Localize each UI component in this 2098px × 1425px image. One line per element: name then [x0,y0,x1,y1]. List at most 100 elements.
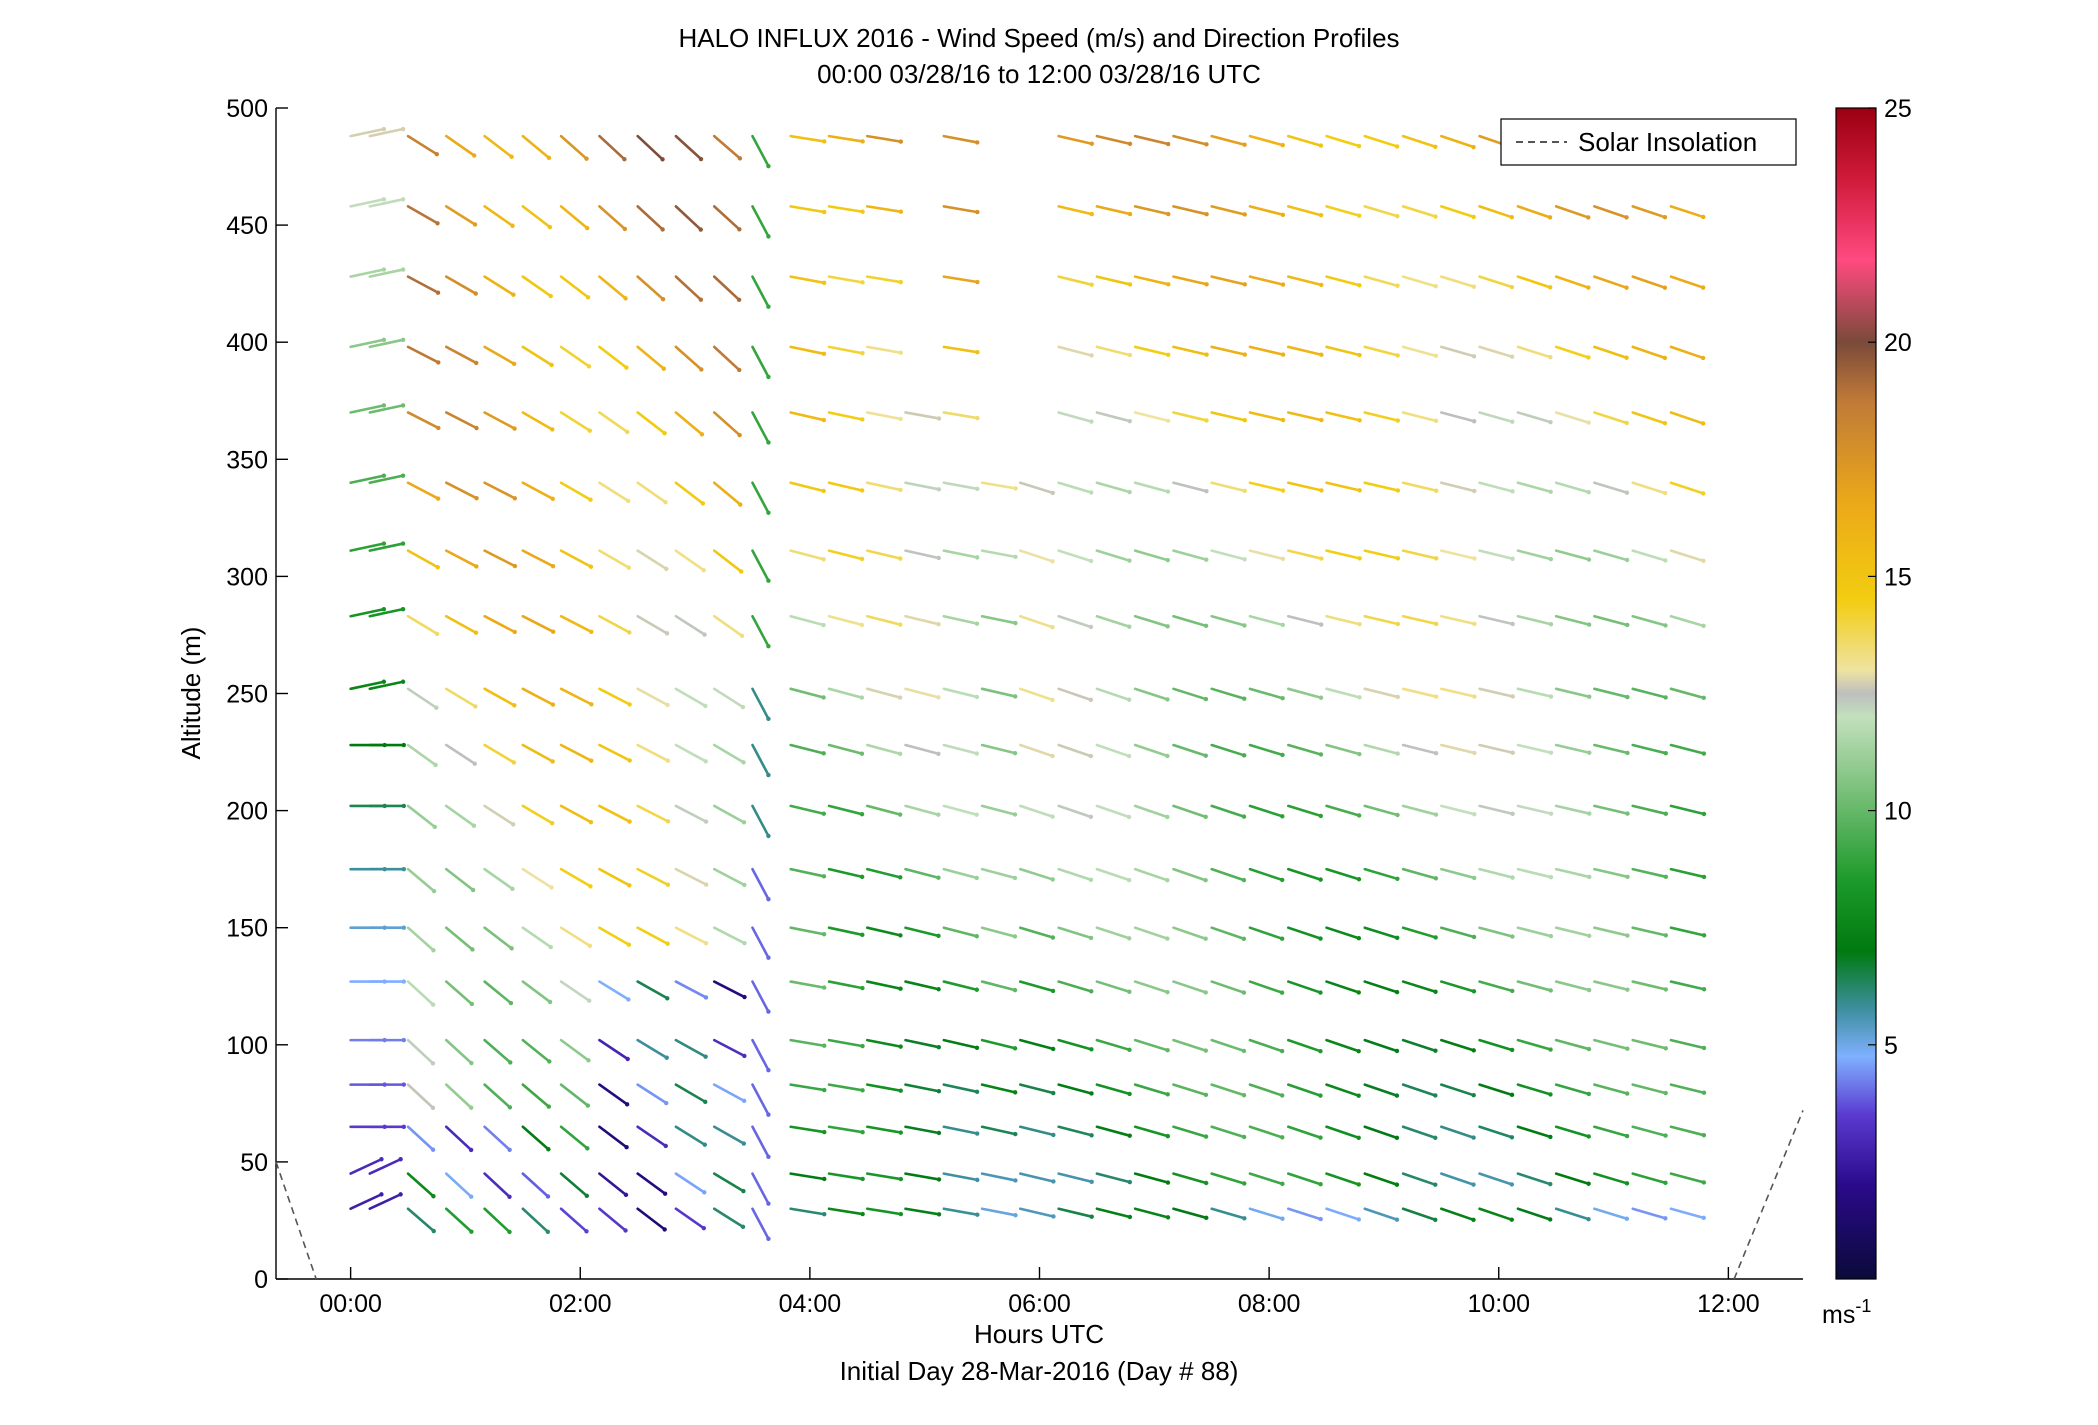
wind-barb [406,804,437,829]
wind-barb-head [1280,622,1286,628]
wind-barb-head [665,819,671,824]
wind-barb-head [1471,144,1476,150]
wind-barb-head [703,759,708,764]
wind-barb [1210,134,1246,147]
wind-barb-head [1280,142,1285,148]
wind-barb-head [737,227,742,232]
wind-barb [1516,275,1552,289]
wind-barb-head [510,223,515,228]
wind-barb-head [588,564,594,569]
wind-barb [1286,345,1323,357]
wind-barb [1363,481,1400,492]
wind-barb [636,1125,668,1148]
wind-barb-head [1663,750,1668,756]
wind-barb [1631,926,1668,937]
wind-barb [598,804,631,823]
wind-barb [942,804,979,816]
wind-barb-head [1510,694,1515,699]
wind-barb [559,1207,588,1233]
wind-barb-head [1013,554,1018,560]
wind-barb [1363,1083,1399,1097]
wind-barb-head [1127,1179,1133,1185]
wind-barb-head [1050,814,1055,819]
wind-barb-head [898,350,903,355]
wind-barb [349,542,386,552]
wind-barb-head [936,487,942,492]
wind-barb-head [433,762,438,768]
wind-barb-head [1356,143,1362,149]
wind-barb [1172,411,1208,422]
wind-barb-head [1625,750,1630,756]
wind-barb [1172,549,1208,561]
wind-barb [1363,687,1400,699]
wind-barb-head [1433,214,1438,219]
wind-barb-head [1242,1181,1247,1186]
wind-barb-head [1394,1217,1400,1222]
wind-barb [1019,1038,1055,1051]
wind-barb-head [1471,214,1476,220]
wind-barb [1210,687,1246,700]
wind-barb-head [1356,1093,1361,1098]
wind-barb [1325,804,1361,817]
wind-barb-head [859,811,865,817]
y-tick-label: 50 [240,1149,268,1177]
wind-barb-head [1127,936,1132,941]
wind-barb [483,1083,512,1109]
wind-barb [1286,614,1323,626]
wind-barb-head [1663,695,1668,700]
wind-barb [1554,345,1590,359]
wind-barb-head [1701,1045,1707,1051]
wind-barb [942,345,979,354]
wind-barb [674,614,706,636]
wind-barb [1248,411,1285,422]
wind-barb-head [430,1105,436,1110]
wind-barb [349,607,386,618]
wind-barb [1019,1125,1055,1137]
wind-barb [751,549,770,582]
wind-barb-head [1510,934,1515,939]
wind-barb-head [1548,988,1553,993]
wind-barb [598,1083,629,1106]
wind-barb [751,481,770,515]
wind-barb [827,549,864,561]
wind-barb [598,1172,628,1197]
wind-barb-head [1433,1182,1438,1187]
wind-barb-head [1050,988,1056,994]
wind-barb [1593,867,1629,879]
legend-label: Solar Insolation [1578,127,1757,157]
wind-barb-head [625,1056,630,1062]
wind-barb [942,1125,979,1135]
wind-barb [1248,926,1284,941]
wind-barb-head [1395,876,1400,882]
wind-barb-head [698,297,704,302]
wind-barb-head [511,292,516,297]
wind-barb-head [549,885,554,890]
wind-barb [980,1083,1017,1094]
wind-barb-head [1701,1180,1707,1185]
wind-barb-head [742,940,747,946]
wind-barb-head [1166,211,1171,217]
wind-barb-head [974,987,980,992]
wind-barb [1440,549,1476,560]
wind-barb-head [1319,556,1324,561]
wind-barb [789,1038,826,1048]
wind-barb-head [550,427,555,432]
wind-barb [349,474,386,485]
x-tick-label: 06:00 [1008,1290,1071,1318]
wind-barb-head [974,555,980,560]
wind-barb [406,687,438,709]
wind-barb-head [1663,933,1669,938]
wind-barb-head [510,886,515,891]
wind-barb-head [1242,623,1247,628]
wind-barb [444,1125,473,1152]
wind-barb [1401,275,1438,288]
wind-barb-head [822,1212,827,1217]
wind-barb-head [1089,1179,1094,1184]
wind-barb-head [381,126,387,132]
wind-barb [1669,205,1705,219]
wind-barb-head [821,351,827,356]
wind-barb [1669,867,1706,879]
wind-barb-head [1509,354,1515,359]
wind-barb-head [1165,1215,1171,1220]
wind-barb [368,1157,402,1175]
